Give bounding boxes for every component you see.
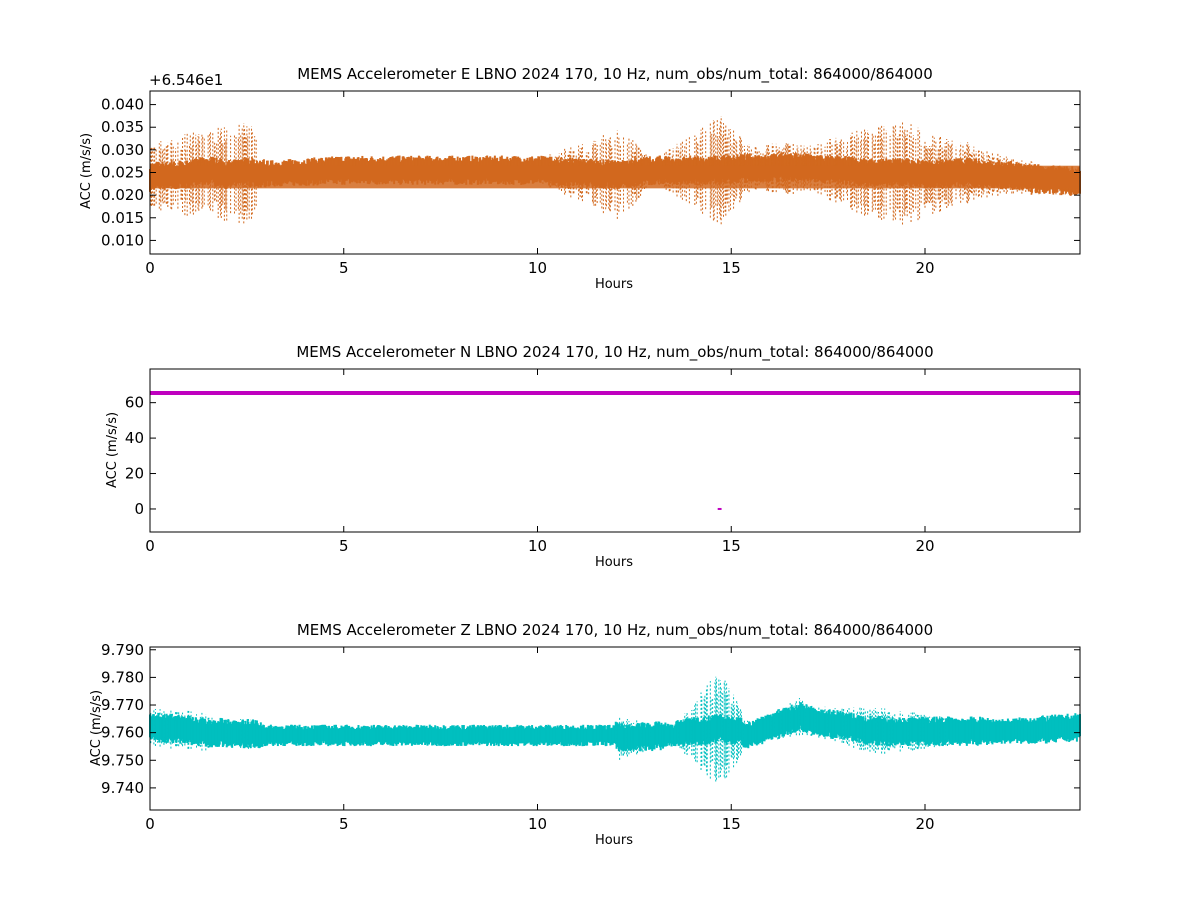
y-tick-label: 0.015 [101,209,144,227]
x-tick-label: 0 [145,259,155,277]
x-axis-label: Hours [595,833,633,848]
x-tick-label: 15 [722,259,741,277]
x-axis-label: Hours [595,555,633,570]
y-tick-label: 9.780 [101,668,144,686]
chart-title: MEMS Accelerometer Z LBNO 2024 170, 10 H… [297,621,933,640]
y-axis-label: ACC (m/s/s) [79,133,94,209]
y-tick-label: 0.040 [101,96,144,114]
y-tick-label: 0.010 [101,231,144,249]
axis-offset-label: +6.546e1 [149,71,223,89]
y-tick-label: 9.760 [101,724,144,742]
axes-frame [149,368,1081,533]
x-tick-label: 20 [915,537,934,555]
panel-e: MEMS Accelerometer E LBNO 2024 170, 10 H… [79,65,1081,292]
y-tick-label: 9.740 [101,779,144,797]
x-tick-label: 10 [528,815,547,833]
chart-title: MEMS Accelerometer N LBNO 2024 170, 10 H… [296,343,933,362]
x-tick-label: 5 [339,537,349,555]
x-tick-label: 15 [722,815,741,833]
y-tick-label: 0.030 [101,141,144,159]
y-tick-label: 0 [134,500,144,518]
y-tick-label: 40 [125,429,144,447]
data-band [150,165,1080,189]
y-tick-label: 9.770 [101,696,144,714]
y-axis-label: ACC (m/s/s) [89,690,104,766]
chart-title: MEMS Accelerometer E LBNO 2024 170, 10 H… [297,65,933,84]
x-tick-label: 0 [145,815,155,833]
y-tick-label: 0.035 [101,118,144,136]
x-tick-label: 10 [528,259,547,277]
y-tick-label: 9.750 [101,751,144,769]
panel-n: MEMS Accelerometer N LBNO 2024 170, 10 H… [105,343,1081,570]
x-tick-label: 20 [915,815,934,833]
y-axis-label: ACC (m/s/s) [105,412,120,488]
y-tick-label: 9.790 [101,641,144,659]
x-tick-label: 0 [145,537,155,555]
x-tick-label: 5 [339,259,349,277]
x-tick-label: 5 [339,815,349,833]
panel-z: MEMS Accelerometer Z LBNO 2024 170, 10 H… [89,621,1081,848]
x-axis-label: Hours [595,277,633,292]
x-tick-label: 10 [528,537,547,555]
x-tick-label: 20 [915,259,934,277]
y-tick-label: 20 [125,465,144,483]
y-tick-label: 0.020 [101,186,144,204]
y-tick-label: 60 [125,394,144,412]
plot-area [149,115,1081,225]
axes-frame [149,646,1081,811]
x-tick-label: 15 [722,537,741,555]
plot-area [150,390,1080,510]
plot-area [149,676,1081,782]
y-tick-label: 0.025 [101,164,144,182]
